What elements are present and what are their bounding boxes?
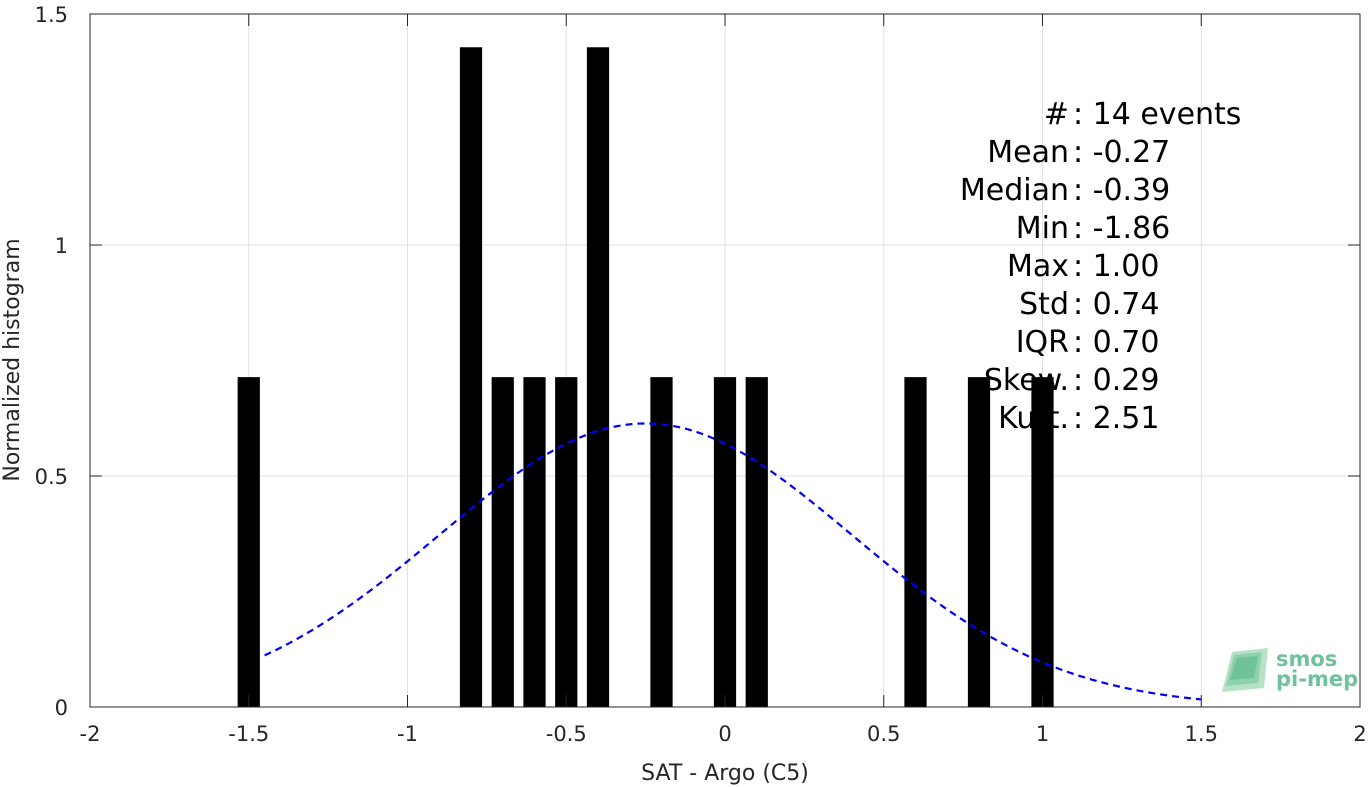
axes xyxy=(89,13,1361,708)
logo-text-pimep: pi-mep xyxy=(1276,667,1358,691)
y-tick-label: 1 xyxy=(55,234,68,258)
x-tick-label: -0.5 xyxy=(546,722,587,746)
x-axis-label: SAT - Argo (C5) xyxy=(641,761,809,786)
x-tick-label: 2 xyxy=(1353,722,1366,746)
histogram-bar xyxy=(745,377,768,707)
histogram-bar xyxy=(523,377,546,707)
histogram-bar xyxy=(586,47,610,708)
histogram-bar xyxy=(491,377,514,707)
stat-value: : 0.29 xyxy=(1073,363,1159,398)
histogram-bar xyxy=(555,377,578,707)
histogram-bar xyxy=(650,377,673,707)
y-axis-label: Normalized histogram xyxy=(0,238,25,481)
x-tick-label: 0.5 xyxy=(867,722,900,746)
x-tick-label: 1 xyxy=(1036,722,1049,746)
histogram-bar xyxy=(1031,377,1054,707)
stat-label: # xyxy=(1044,97,1069,132)
y-tick-labels: 0 0.5 1 1.5 xyxy=(35,3,68,720)
stat-label: Max xyxy=(1007,249,1069,284)
stat-value: : -0.27 xyxy=(1073,135,1170,170)
x-tick-labels: -2 -1.5 -1 -0.5 0 0.5 1 1.5 2 xyxy=(80,722,1367,746)
y-tick-label: 0 xyxy=(55,696,68,720)
stat-label: IQR xyxy=(1016,325,1069,360)
histogram-bar xyxy=(904,377,927,707)
x-tick-label: -1 xyxy=(397,722,418,746)
x-tick-label: -2 xyxy=(80,722,101,746)
stat-label: Kurt. xyxy=(998,401,1069,436)
stat-value: : 2.51 xyxy=(1073,401,1159,436)
stat-value: : -0.39 xyxy=(1073,173,1170,208)
y-tick-label: 0.5 xyxy=(35,465,68,489)
histogram-bar xyxy=(967,377,991,707)
stat-value: : 0.74 xyxy=(1073,287,1159,322)
histogram-bar xyxy=(459,47,483,708)
y-tick-label: 1.5 xyxy=(35,3,68,27)
stat-label: Mean xyxy=(987,135,1069,170)
x-tick-label: 0 xyxy=(718,722,731,746)
x-tick-label: 1.5 xyxy=(1185,722,1218,746)
stat-label: Skew. xyxy=(984,363,1069,398)
stat-label: Std xyxy=(1019,287,1069,322)
stat-value: : 0.70 xyxy=(1073,325,1159,360)
stat-label: Median xyxy=(960,173,1069,208)
stat-value: : 14 events xyxy=(1073,97,1241,132)
logo-mark-icon xyxy=(1222,648,1268,692)
normal-fit-curve xyxy=(264,422,1202,701)
histogram-bar xyxy=(237,377,260,707)
stat-value: : -1.86 xyxy=(1073,211,1170,246)
stat-label: Min xyxy=(1016,211,1069,246)
logo-text-smos: smos xyxy=(1276,647,1337,671)
histogram-bars xyxy=(237,47,1054,708)
x-tick-label: -1.5 xyxy=(228,722,269,746)
stat-value: : 1.00 xyxy=(1073,249,1159,284)
histogram-bar xyxy=(713,377,737,707)
smos-pimep-logo: smos pi-mep xyxy=(1222,647,1358,692)
